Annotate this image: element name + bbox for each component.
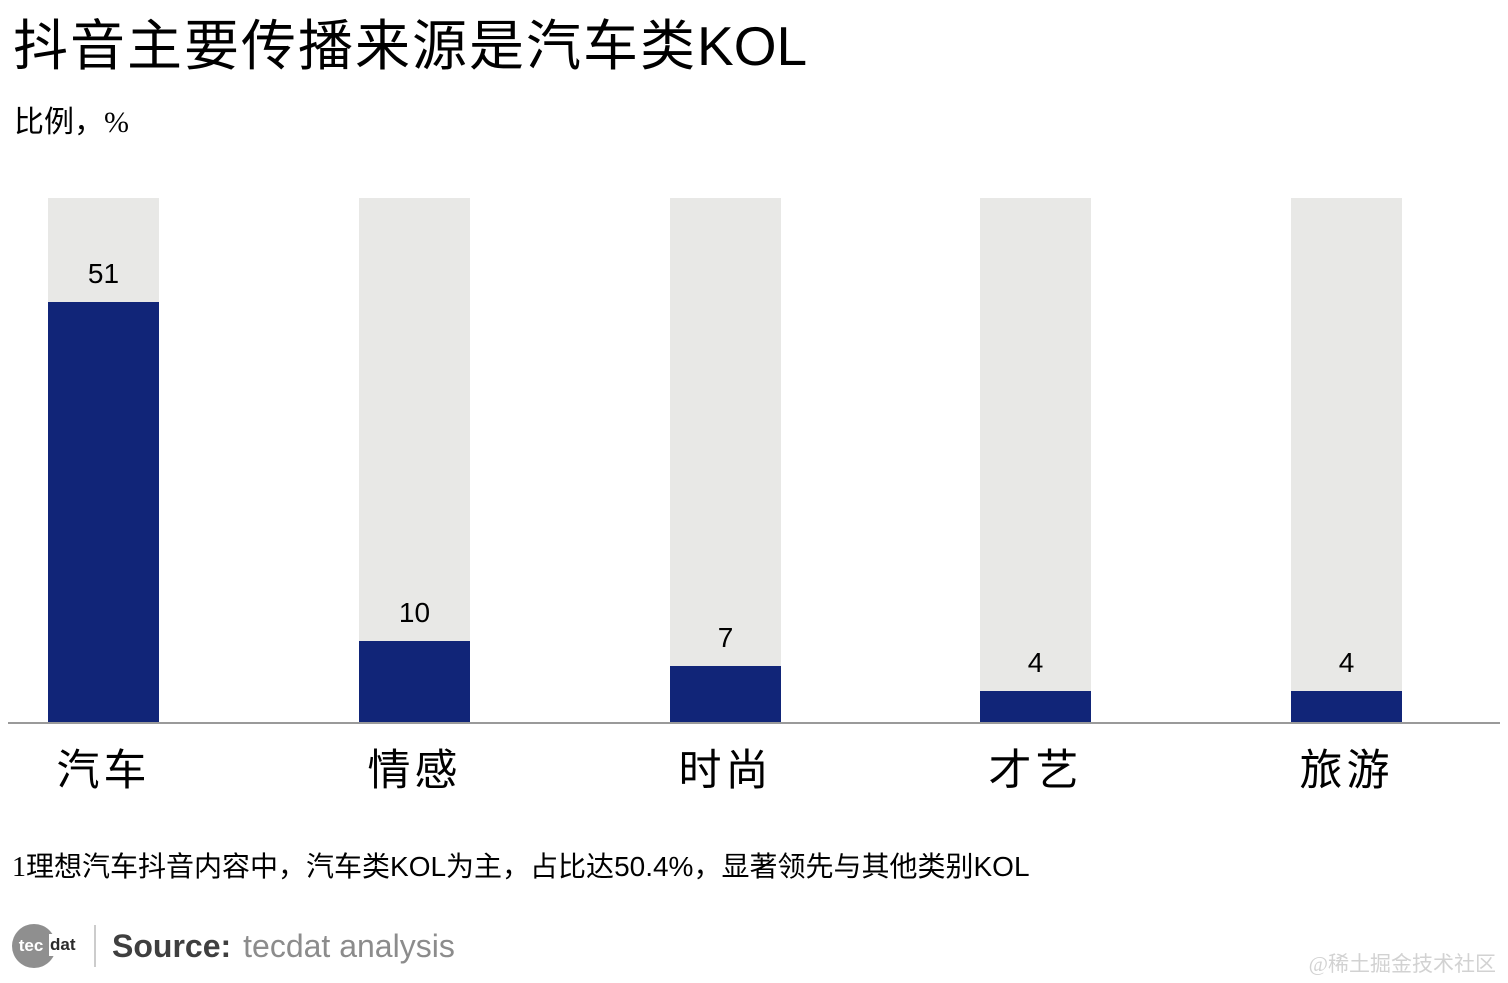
bar-category-label: 旅游 [1299, 748, 1394, 795]
watermark: @稀土掘金技术社区 [1308, 952, 1496, 976]
bar-category-label: 时尚 [678, 748, 773, 795]
page-title-en: KOL [697, 15, 808, 77]
bar-fill [980, 691, 1091, 724]
bar-background [1291, 198, 1402, 724]
page-title: 抖音主要传播来源是汽车类KOL [13, 12, 807, 82]
bar-fill [359, 641, 470, 724]
bar-column: 10 情感 [359, 198, 470, 795]
tecdat-logo-circle: tec [12, 924, 56, 968]
bar-value-label: 7 [717, 622, 734, 653]
bar-background [359, 198, 470, 724]
bar-column: 4 才艺 [980, 198, 1091, 795]
footnote-segment: 50.4% [614, 851, 694, 882]
source-divider [94, 925, 96, 967]
bar-value-label: 10 [398, 597, 431, 628]
bar-value-label: 51 [87, 258, 120, 289]
bar-column: 51 汽车 [48, 198, 159, 795]
axis-unit-label: 比例，% [14, 106, 129, 139]
footnote-segment: 为主，占比达 [446, 852, 615, 883]
bar-fill [1291, 691, 1402, 724]
footnote: 1理想汽车抖音内容中，汽车类KOL为主，占比达50.4%，显著领先与其他类别KO… [12, 845, 1030, 885]
footnote-segment: 1理想汽车抖音内容中，汽车类 [12, 852, 391, 883]
footnote-segment: KOL [973, 851, 1030, 882]
bar-column: 7 时尚 [670, 198, 781, 795]
page-title-zh: 抖音主要传播来源是汽车类 [13, 16, 698, 77]
bar-background [980, 198, 1091, 724]
tecdat-logo-circle-text: tec [18, 936, 44, 955]
bar-chart: 51 汽车 10 情感 7 时尚 4 才艺 4 旅游 [0, 198, 1508, 795]
bar-value-label: 4 [1338, 647, 1355, 678]
bar-background [670, 198, 781, 724]
bar-category-label: 情感 [367, 748, 462, 795]
source-text: tecdat analysis [243, 927, 455, 964]
source-row: tec dat Source: tecdat analysis [12, 922, 455, 970]
tecdat-logo-suffix: dat [49, 934, 77, 957]
bar-value-label: 4 [1027, 647, 1044, 678]
bar-column: 4 旅游 [1291, 198, 1402, 795]
bar-category-label: 汽车 [56, 748, 151, 795]
footnote-segment: KOL [390, 851, 447, 882]
bar-fill [670, 666, 781, 724]
bar-fill [48, 302, 159, 724]
x-axis-line [8, 722, 1500, 724]
tecdat-logo: tec dat [12, 924, 88, 968]
source-label: Source: [112, 927, 232, 964]
footnote-segment: ，显著领先与其他类别 [693, 852, 974, 883]
bar-category-label: 才艺 [988, 748, 1083, 795]
